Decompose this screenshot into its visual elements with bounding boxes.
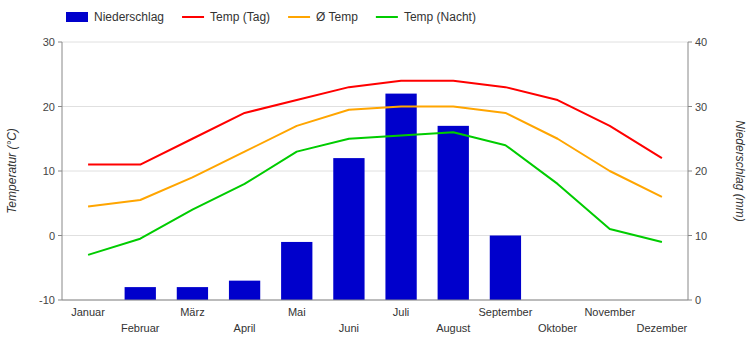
category-label: April <box>234 322 256 334</box>
bar <box>385 94 416 300</box>
tick <box>688 171 692 172</box>
line <box>88 107 662 207</box>
tick <box>688 106 692 107</box>
legend-label: Ø Temp <box>316 10 358 24</box>
category-label: Oktober <box>538 322 577 334</box>
legend: Niederschlag Temp (Tag) Ø Temp Temp (Nacht) <box>66 10 476 24</box>
axes: -10 0 10 20 30 0 10 20 30 40 Januar Februar März Apri… <box>39 36 707 334</box>
legend-label: Niederschlag <box>94 10 164 24</box>
bar <box>281 242 312 300</box>
tick <box>58 42 62 43</box>
grid <box>62 42 688 300</box>
legend-swatch <box>376 16 398 18</box>
tick-label: 0 <box>49 230 55 242</box>
category-label: Juni <box>339 322 359 334</box>
bar <box>490 236 521 301</box>
tick <box>58 171 62 172</box>
y2-axis-title: Niederschlag (mm) <box>733 120 747 221</box>
category-label: November <box>584 306 635 318</box>
category-label: Mai <box>288 306 306 318</box>
tick-label: 20 <box>695 165 707 177</box>
bar <box>438 126 469 300</box>
category-label: September <box>479 306 533 318</box>
category-label: Februar <box>121 322 160 334</box>
x-axis-line <box>62 300 688 301</box>
tick <box>58 235 62 236</box>
line <box>88 132 662 255</box>
tick-label: 0 <box>695 294 701 306</box>
tick-label: -10 <box>39 294 55 306</box>
legend-label: Temp (Nacht) <box>404 10 476 24</box>
bar <box>333 158 364 300</box>
legend-swatch <box>182 16 204 18</box>
tick-label: 10 <box>695 230 707 242</box>
grid-line <box>62 106 688 107</box>
tick-label: 40 <box>695 36 707 48</box>
tick <box>58 106 62 107</box>
tick-label: 20 <box>43 101 55 113</box>
tick-label: 10 <box>43 165 55 177</box>
tick <box>688 235 692 236</box>
tick <box>58 300 62 301</box>
category-label: März <box>180 306 204 318</box>
grid-line <box>62 235 688 236</box>
chart: -10 0 10 20 30 0 10 20 30 40 Januar Februar März Apri… <box>0 0 750 350</box>
legend-label: Temp (Tag) <box>210 10 270 24</box>
category-label: Januar <box>71 306 105 318</box>
grid-line <box>62 171 688 172</box>
y-axis-title: Temperatur (°C) <box>5 128 19 214</box>
category-label: August <box>436 322 470 334</box>
legend-swatch <box>66 12 88 22</box>
grid-line <box>62 300 688 301</box>
legend-swatch <box>288 16 310 18</box>
bar <box>125 287 156 300</box>
tick <box>688 300 692 301</box>
line <box>88 81 662 165</box>
grid-line <box>62 42 688 43</box>
category-label: Dezember <box>637 322 688 334</box>
tick-label: 30 <box>43 36 55 48</box>
tick <box>688 42 692 43</box>
bar <box>229 281 260 300</box>
plot-area <box>88 81 662 300</box>
category-label: Juli <box>393 306 410 318</box>
bar <box>177 287 208 300</box>
tick-label: 30 <box>695 101 707 113</box>
